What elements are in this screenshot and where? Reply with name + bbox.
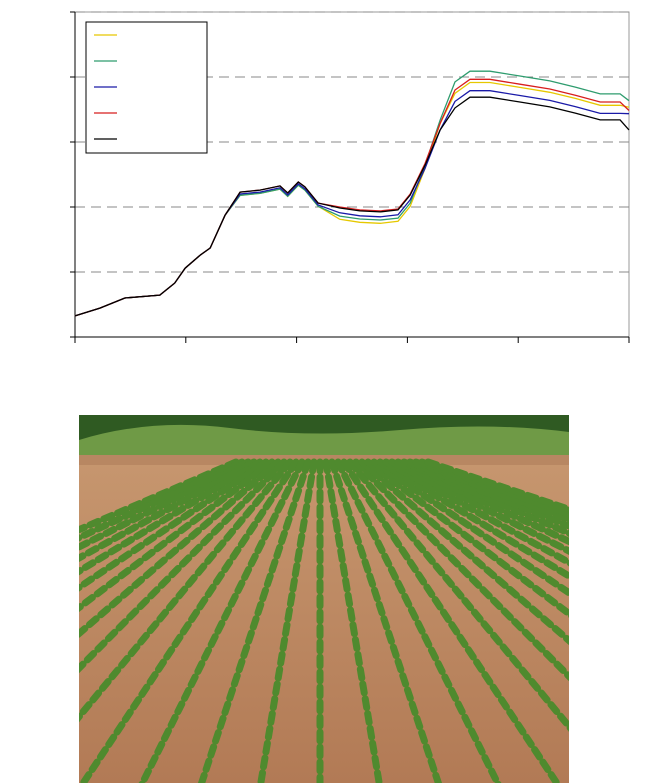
crop-row <box>322 458 383 783</box>
crop-row <box>334 458 502 783</box>
crop-row <box>370 458 569 597</box>
crop-row <box>79 458 276 612</box>
crop-rows <box>79 458 569 783</box>
crop-row <box>406 458 569 530</box>
plot <box>70 11 630 343</box>
crop-row <box>340 458 561 783</box>
crop-row <box>79 458 240 534</box>
legend <box>85 21 208 154</box>
crop-row <box>79 458 264 576</box>
crop-row <box>79 458 288 674</box>
crop-row <box>79 458 252 551</box>
crop-row <box>197 458 312 783</box>
crop-row <box>79 458 270 592</box>
crop-row <box>376 458 569 581</box>
tall-grass <box>79 424 569 462</box>
soil <box>79 415 569 783</box>
crop-row <box>364 458 569 619</box>
crop-row <box>412 458 569 524</box>
crop-row <box>79 458 246 542</box>
crop-row <box>257 458 318 783</box>
field-photo <box>79 415 569 783</box>
crop-row <box>394 458 569 546</box>
crop-row <box>79 458 300 783</box>
crop-row <box>352 458 569 682</box>
crop-row <box>79 458 282 639</box>
crop-row <box>388 458 569 555</box>
series-line <box>74 96 630 317</box>
crop-row <box>346 458 569 732</box>
crop-row <box>328 458 443 783</box>
crop-row <box>382 458 569 567</box>
crop-row <box>79 458 294 723</box>
crop-row <box>358 458 569 646</box>
crop-row <box>138 458 306 783</box>
crop-row <box>400 458 569 537</box>
crop-row <box>79 458 258 563</box>
